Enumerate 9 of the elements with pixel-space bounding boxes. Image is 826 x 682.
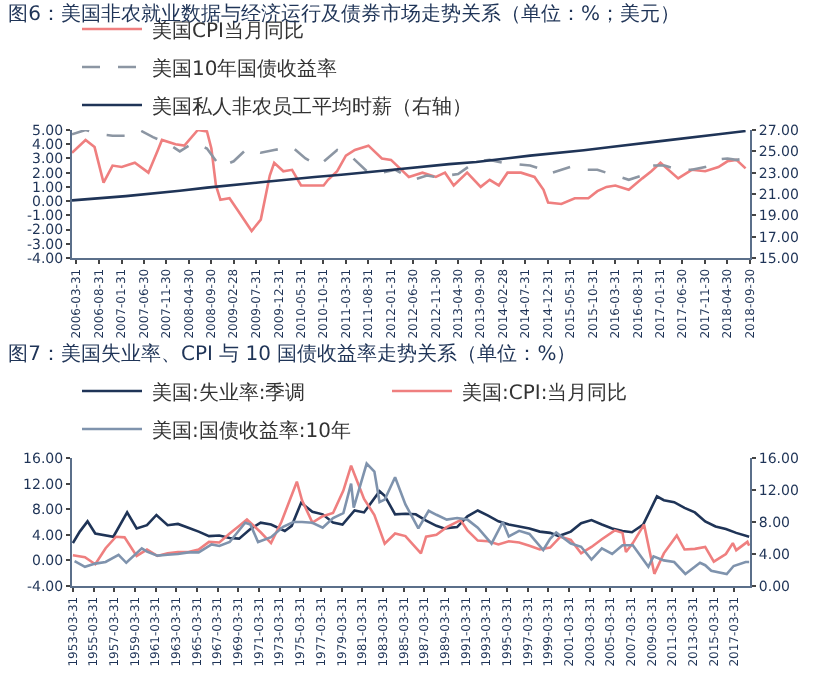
line-series [72,489,750,545]
chart-title: 图7：美国失业率、CPI 与 10 国债收益率走势关系（单位：%） [8,342,577,366]
legend-label: 美国10年国债收益率 [152,56,338,81]
line-series [72,130,747,233]
legend-label: 美国:国债收益率:10年 [152,418,351,443]
legend-label: 美国:失业率:季调 [152,380,306,405]
legend-label: 美国私人非农员工平均时薪（右轴） [152,94,472,119]
legend-label: 美国:CPI:当月同比 [462,380,628,405]
line-series [72,130,747,202]
